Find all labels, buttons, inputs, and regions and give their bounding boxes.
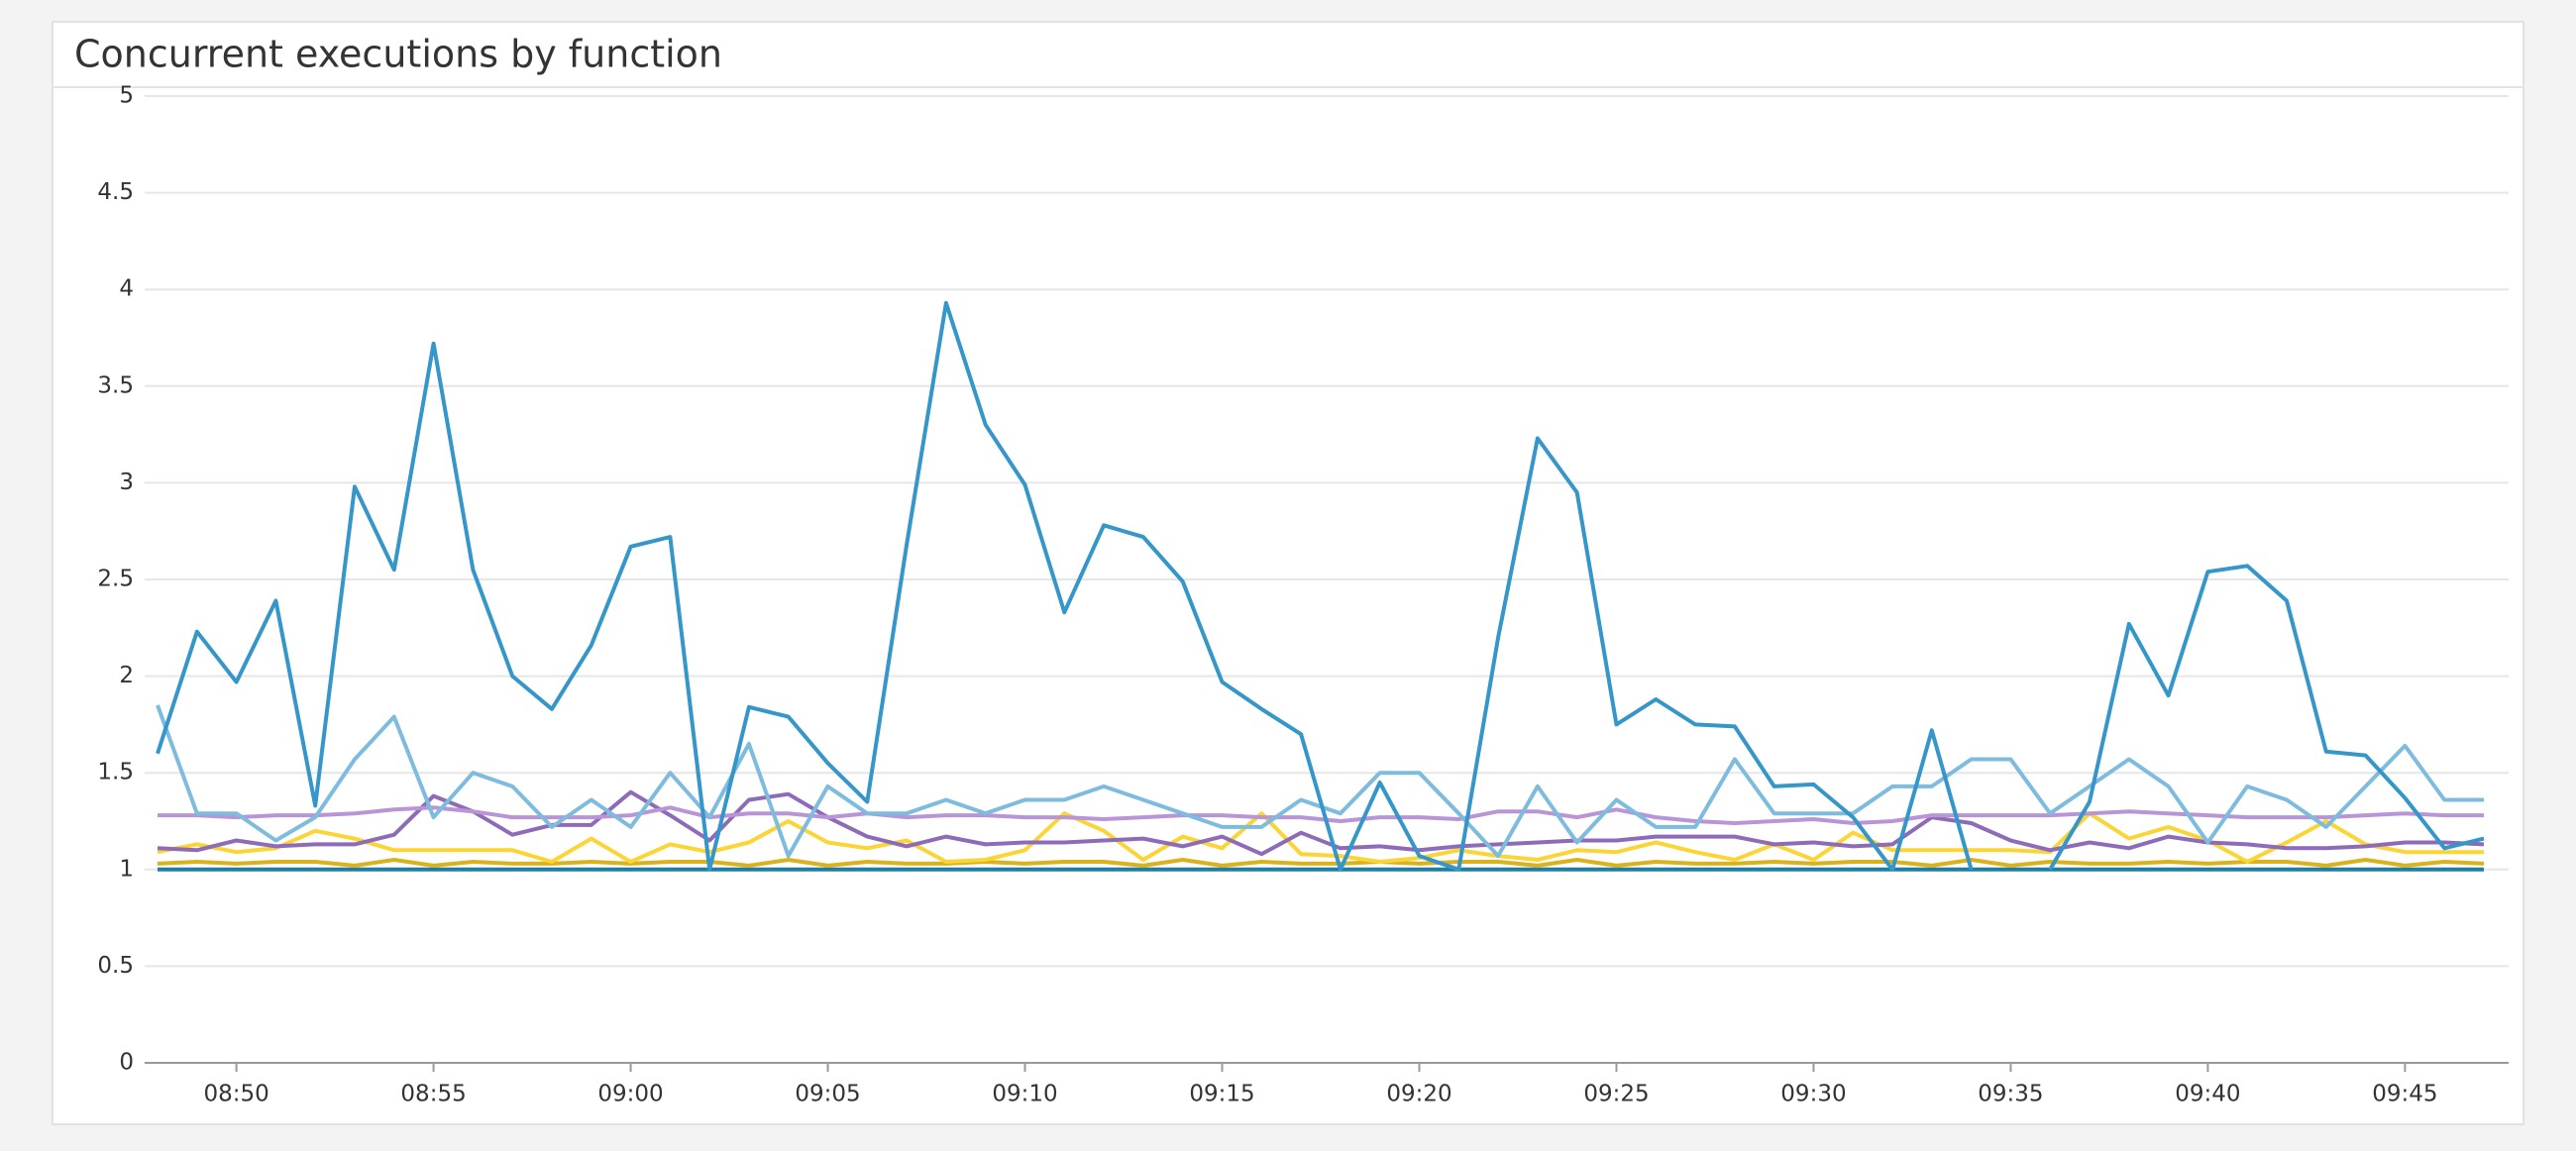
y-tick-label: 4 xyxy=(119,276,134,302)
y-tick-label: 1.5 xyxy=(97,760,134,785)
y-tick-label: 2.5 xyxy=(97,567,134,592)
series-line xyxy=(157,789,2485,857)
card xyxy=(52,21,2524,1125)
x-tick-label: 09:10 xyxy=(992,1082,1057,1107)
x-tick-label: 09:35 xyxy=(1978,1082,2043,1107)
y-tick-label: 5 xyxy=(119,83,134,109)
x-tick-label: 09:30 xyxy=(1780,1082,1846,1107)
x-tick-label: 09:40 xyxy=(2175,1082,2240,1107)
y-tick-label: 4.5 xyxy=(97,179,134,205)
x-tick-label: 08:50 xyxy=(203,1082,268,1107)
y-tick-label: 0.5 xyxy=(97,953,134,979)
series-line xyxy=(157,858,2485,868)
series-line xyxy=(156,300,2485,872)
x-tick-label: 09:00 xyxy=(597,1082,663,1107)
x-tick-label: 08:55 xyxy=(400,1082,466,1107)
y-tick-label: 2 xyxy=(119,663,134,688)
chart-title: Concurrent executions by function xyxy=(74,33,722,76)
x-tick-label: 09:15 xyxy=(1189,1082,1254,1107)
y-tick-label: 3 xyxy=(119,470,134,495)
y-tick-label: 0 xyxy=(119,1050,134,1076)
y-tick-label: 3.5 xyxy=(97,372,134,398)
x-tick-label: 09:20 xyxy=(1386,1082,1451,1107)
x-tick-label: 09:05 xyxy=(795,1082,860,1107)
x-tick-label: 09:25 xyxy=(1583,1082,1649,1107)
y-tick-label: 1 xyxy=(119,856,134,882)
series-line xyxy=(157,811,2484,864)
series-line xyxy=(158,805,2484,825)
plot-area: 0 0.5 1 1.5 2 2.5 3 3.5 4 4.5 5 08:50 08:55 09:00 09:0… xyxy=(97,83,2509,1107)
x-tick-label: 09:45 xyxy=(2372,1082,2437,1107)
